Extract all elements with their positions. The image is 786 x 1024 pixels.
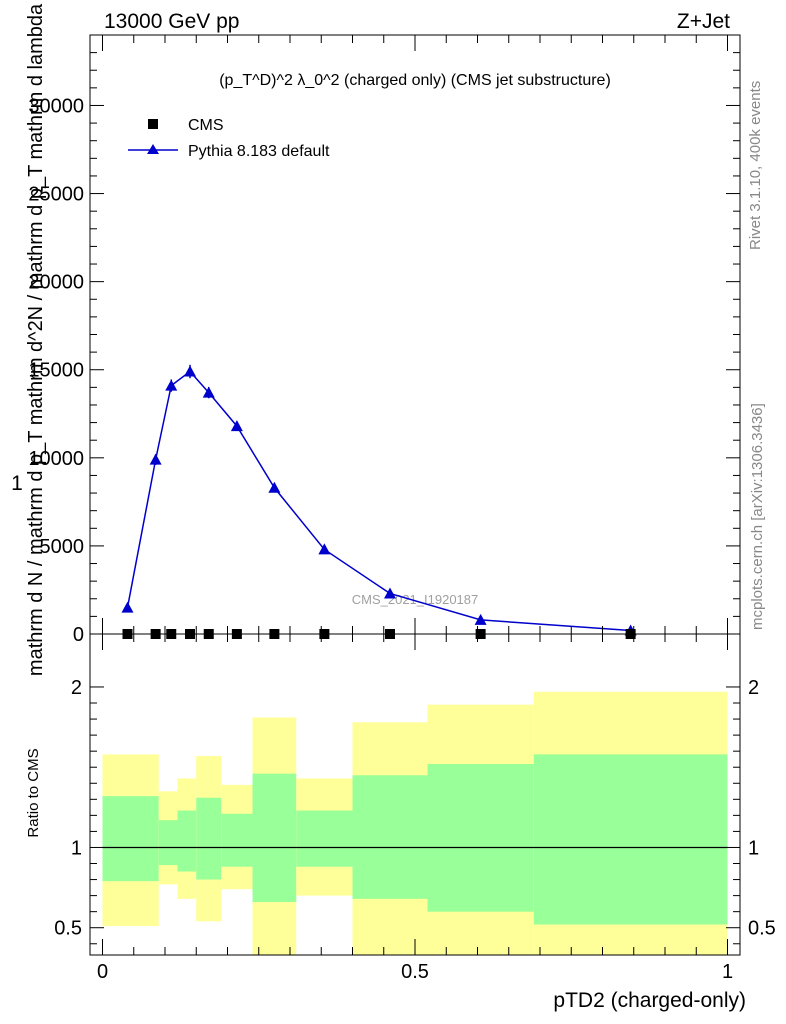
x-axis-title: pTD2 (charged-only) (553, 989, 746, 1012)
mc-point (474, 613, 487, 625)
energy-label: 13000 GeV pp (104, 10, 239, 33)
rivet-label: Rivet 3.1.10, 400k events (747, 81, 764, 250)
analysis-id: CMS_2021_I1920187 (352, 592, 479, 607)
ratio-band-inner (221, 813, 253, 867)
mc-point (165, 379, 178, 391)
top-axes: 0 5000 10000 15000 20000 25000 30000 (28, 34, 741, 646)
mc-point (202, 386, 215, 398)
top-ytick-label: 0 (73, 624, 84, 646)
legend-mc-marker (147, 144, 159, 154)
ratio-ytick-label-right: 2 (748, 677, 759, 699)
mc-point (121, 601, 134, 613)
ratio-band-inner (296, 810, 353, 867)
plot-title: (p_T^D)^2 λ_0^2 (charged only) (CMS jet … (219, 72, 611, 89)
ratio-band-inner (158, 820, 178, 866)
ratio-panel (102, 691, 728, 955)
mc-point (184, 365, 196, 377)
legend-mc-label: Pythia 8.183 default (188, 143, 330, 160)
ratio-ytick-label: 1 (71, 837, 82, 859)
ratio-xtick-label: 1 (722, 961, 733, 983)
ratio-ytick-label-right: 0.5 (748, 918, 776, 940)
ratio-y-title: Ratio to CMS (25, 748, 42, 837)
ratio-xtick-label: 0 (97, 961, 108, 983)
ratio-band-inner (177, 810, 197, 872)
mcplots-label: mcplots.cern.ch [arXiv:1306.3436] (749, 403, 766, 630)
top-ytick-label: 10000 (28, 448, 84, 470)
ratio-band-inner (533, 754, 728, 925)
ratio-band-inner (352, 775, 428, 899)
mc-point (384, 587, 396, 599)
legend-cms-label: CMS (188, 117, 224, 134)
top-ytick-label: 25000 (28, 184, 84, 206)
ratio-band-inner (427, 764, 534, 912)
analysis-watermark: CMS_2021_I1920187 (352, 592, 479, 607)
y-axis-title: mathrm d N / mathrm d p_T mathrm d^2N / … (25, 3, 47, 676)
top-ytick-label: 20000 (28, 272, 84, 294)
top-ytick-label: 15000 (28, 360, 84, 382)
y-axis-title-numerator-1: 1 (11, 472, 23, 495)
ratio-axes: 0.5 0.5 1 1 2 2 0 0.5 1 (54, 633, 776, 983)
top-ytick-label: 5000 (40, 536, 85, 558)
ratio-band-inner (102, 796, 159, 882)
mc-point (149, 453, 162, 465)
top-ytick-label: 30000 (28, 95, 84, 117)
mc-point (268, 481, 281, 493)
ratio-ytick-label: 0.5 (54, 918, 82, 940)
ratio-band-inner (252, 773, 297, 903)
ratio-band-inner (196, 797, 222, 880)
ratio-ytick-label: 2 (71, 677, 82, 699)
ratio-xtick-label: 0.5 (401, 961, 429, 983)
mc-point (230, 420, 243, 432)
legend-cms-marker (148, 119, 158, 129)
mc-point (318, 543, 331, 555)
ratio-ytick-label-right: 1 (748, 837, 759, 859)
process-label: Z+Jet (677, 10, 730, 33)
legend: CMS Pythia 8.183 default (128, 117, 330, 160)
